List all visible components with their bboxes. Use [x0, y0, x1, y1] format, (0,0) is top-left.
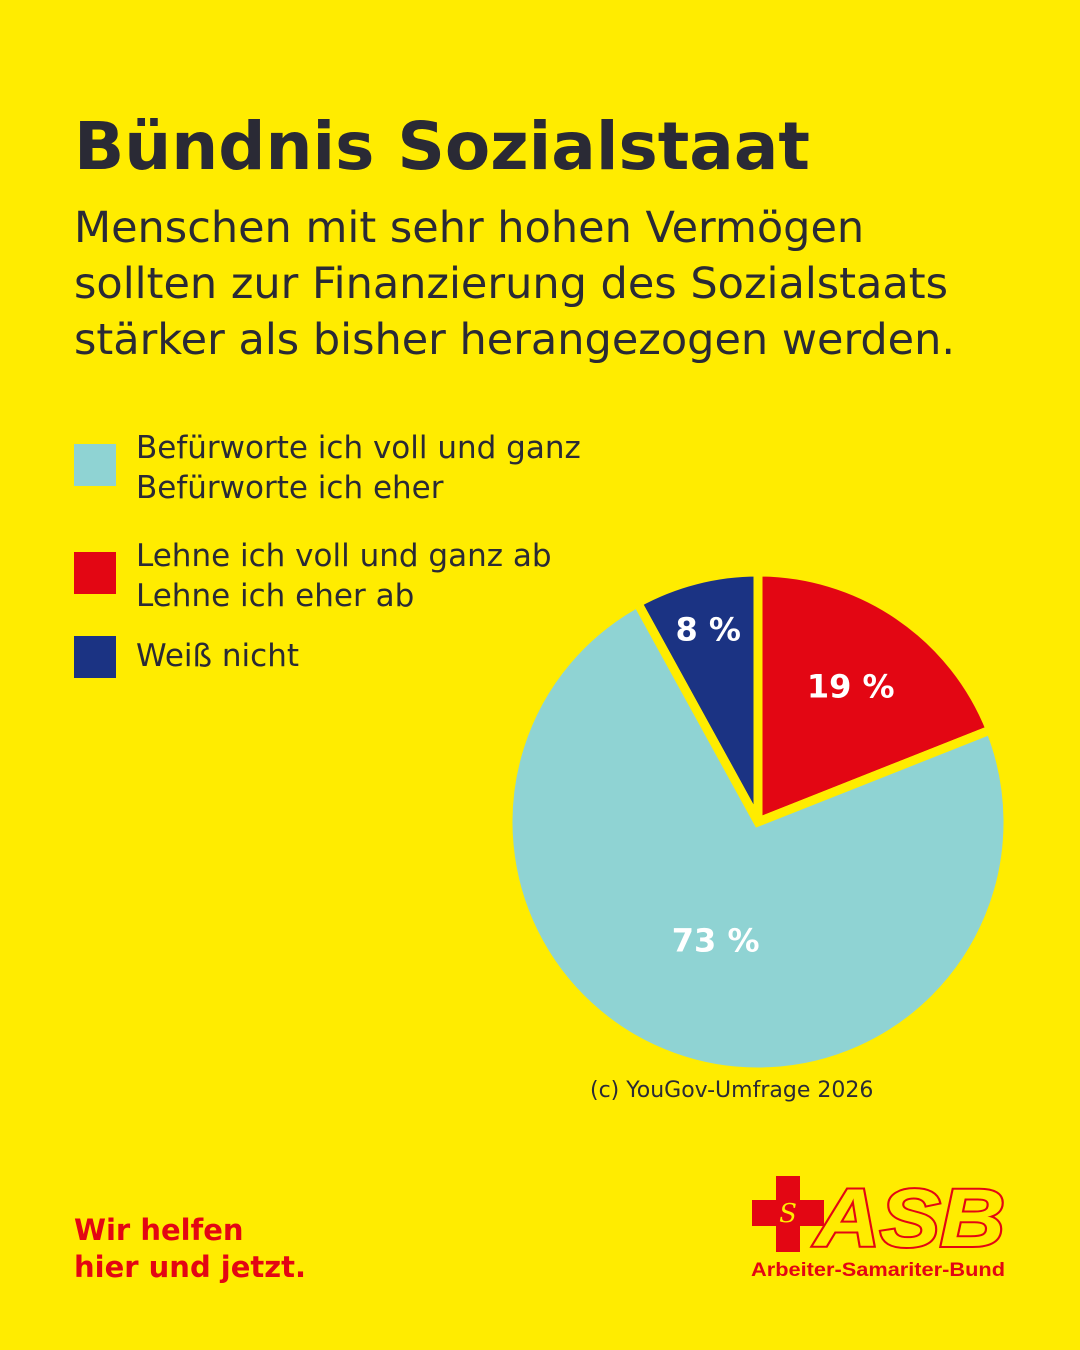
pie-slice-reject	[753, 567, 997, 829]
subtitle-line: stärker als bisher herangezogen werden.	[74, 315, 956, 365]
legend-swatch-unknown	[74, 636, 116, 678]
samaritan-cross-icon: S	[752, 1176, 824, 1252]
pie-slice-approve	[503, 596, 1013, 1077]
slogan-line: Wir helfen	[74, 1213, 244, 1247]
legend-label: Lehne ich eher ab	[136, 578, 415, 614]
subtitle-line: sollten zur Finanzierung des Sozialstaat…	[74, 259, 949, 309]
logo-wordmark: ASB	[813, 1173, 1005, 1264]
svg-text:S: S	[779, 1199, 797, 1229]
legend-label: Lehne ich voll und ganz ab	[136, 538, 552, 574]
pie-label-approve: 73 %	[672, 922, 760, 960]
legend-label: Befürworte ich eher	[136, 470, 444, 506]
chart-legend: Befürworte ich voll und ganz Befürworte …	[74, 428, 581, 678]
subtitle: Menschen mit sehr hohen Vermögen sollten…	[74, 200, 1034, 368]
pie-label-unknown: 8 %	[676, 610, 741, 648]
legend-label: Weiß nicht	[136, 638, 300, 674]
logo-tagline: Arbeiter-Samariter-Bund	[751, 1260, 1005, 1281]
legend-swatch-reject	[74, 552, 116, 594]
legend-item-unknown: Weiß nicht	[74, 636, 581, 678]
legend-label: Befürworte ich voll und ganz	[136, 430, 581, 466]
legend-item-approve: Befürworte ich voll und ganz Befürworte …	[74, 428, 581, 508]
slogan: Wir helfen hier und jetzt.	[74, 1212, 306, 1286]
slogan-line: hier und jetzt.	[74, 1250, 307, 1284]
asb-logo: S ASB Arbeiter-Samariter-Bund	[751, 1172, 1007, 1281]
subtitle-line: Menschen mit sehr hohen Vermögen	[74, 203, 865, 253]
source-note: (c) YouGov-Umfrage 2026	[590, 1078, 874, 1103]
page-title: Bündnis Sozialstaat	[74, 108, 810, 185]
legend-swatch-approve	[74, 444, 116, 486]
legend-item-reject: Lehne ich voll und ganz ab Lehne ich ehe…	[74, 536, 581, 616]
pie-label-reject: 19 %	[807, 668, 895, 706]
